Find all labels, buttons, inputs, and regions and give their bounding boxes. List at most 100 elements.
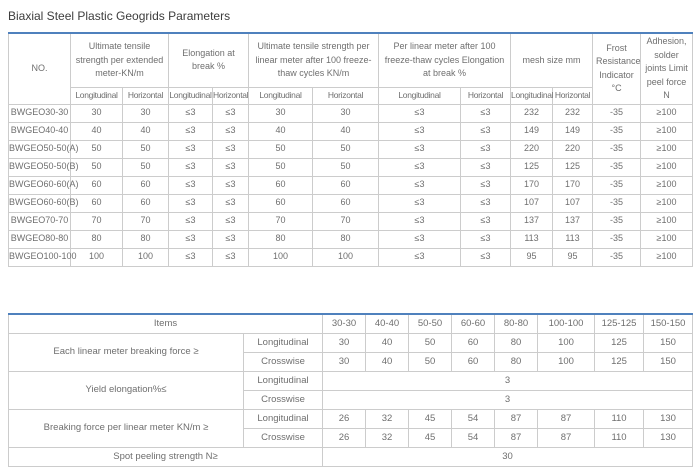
data-cell: ≥100 (640, 193, 694, 213)
data-cell: 30 (122, 103, 169, 123)
data-cell: ≤3 (459, 175, 512, 195)
direction-label: Longitudinal (242, 333, 324, 353)
data-cell: 26 (322, 409, 367, 429)
data-cell: 137 (510, 211, 554, 231)
data-cell: 137 (552, 211, 594, 231)
data-cell: 232 (552, 103, 594, 123)
geogrid-items-table: Items 30-30 40-40 50-50 60-60 80-80 100-100 125… (7, 312, 694, 467)
direction-label: Crosswise (242, 428, 324, 448)
data-cell: 40 (365, 333, 410, 353)
data-cell: 220 (552, 139, 594, 159)
data-cell: ≤3 (168, 247, 213, 267)
data-cell: 60 (248, 175, 313, 195)
ultimate-tensile-strength-header: Ultimate tensile strength per extended m… (70, 32, 169, 88)
data-cell: 110 (594, 428, 645, 448)
data-cell: 107 (510, 193, 554, 213)
data-cell: 110 (594, 409, 645, 429)
data-cell: 60 (451, 352, 496, 372)
data-cell: ≤3 (459, 157, 512, 177)
frost-resistance-header: Frost Resistance Indicator °C (592, 32, 642, 105)
data-cell: ≤3 (212, 247, 249, 267)
data-cell: 45 (408, 428, 453, 448)
data-cell: 107 (552, 193, 594, 213)
data-cell: ≤3 (212, 193, 249, 213)
data-cell: 125 (552, 157, 594, 177)
data-cell: 100 (70, 247, 123, 267)
mesh-size-header: mesh size mm (510, 32, 594, 88)
direction-subheader: Longitudinal (70, 86, 123, 105)
item-label: Yield elongation%≤ (8, 371, 244, 410)
data-cell: 170 (510, 175, 554, 195)
direction-subheader: Horizontal (312, 86, 379, 105)
data-cell: 50 (248, 157, 313, 177)
table-row: Crosswise 26 32 45 54 87 87 110 130 (9, 428, 694, 448)
data-cell: ≤3 (212, 157, 249, 177)
product-no: BWGEO60-60(A) (8, 175, 79, 195)
data-cell: ≤3 (378, 103, 461, 123)
data-cell: 54 (451, 428, 496, 448)
data-cell: 80 (494, 352, 539, 372)
data-cell: 125 (594, 333, 645, 353)
data-cell: ≤3 (378, 139, 461, 159)
data-cell: 170 (552, 175, 594, 195)
data-cell: ≤3 (168, 211, 213, 231)
data-cell: -35 (592, 193, 642, 213)
data-cell: 100 (122, 247, 169, 267)
data-cell: 54 (451, 409, 496, 429)
direction-label: Crosswise (242, 352, 324, 372)
data-cell: 40 (122, 121, 169, 141)
data-cell: ≤3 (168, 121, 213, 141)
data-cell: 70 (248, 211, 313, 231)
data-cell: 40 (248, 121, 313, 141)
table-row: Yield elongation%≤ Longitudinal 3 (8, 371, 694, 410)
data-cell: 50 (408, 352, 453, 372)
table-row: BWGEO60-60(A) 60 60 ≤3 ≤3 60 60 ≤3 ≤3 170 170 -35 ≥1… (8, 175, 694, 195)
data-cell: 87 (537, 409, 596, 429)
data-cell: ≤3 (168, 175, 213, 195)
model-column-header: 80-80 (494, 313, 539, 334)
data-cell: 50 (408, 333, 453, 353)
data-cell: ≥100 (640, 139, 694, 159)
data-cell: 50 (122, 157, 169, 177)
data-cell: ≥100 (640, 157, 694, 177)
data-cell: 80 (312, 229, 379, 249)
data-cell: 130 (643, 409, 694, 429)
data-cell: 150 (643, 333, 694, 353)
table-row: BWGEO60-60(B) 60 60 ≤3 ≤3 60 60 ≤3 ≤3 107 107 -35 ≥1… (8, 193, 694, 213)
model-column-header: 50-50 (408, 313, 453, 334)
data-cell: ≤3 (459, 229, 512, 249)
direction-subheader: Horizontal (459, 86, 512, 105)
data-cell: 100 (537, 352, 596, 372)
data-cell: ≥100 (640, 175, 694, 195)
data-cell: 150 (643, 352, 694, 372)
data-cell: ≤3 (459, 103, 512, 123)
data-cell: 50 (312, 139, 379, 159)
data-cell: 40 (70, 121, 123, 141)
data-cell: ≤3 (168, 229, 213, 249)
product-no: BWGEO50-50(A) (8, 139, 79, 159)
data-cell: 70 (312, 211, 379, 231)
data-cell: 125 (594, 352, 645, 372)
data-cell: 130 (643, 428, 694, 448)
direction-subheader: Horizontal (122, 86, 169, 105)
product-no: BWGEO40-40 (8, 121, 71, 141)
data-cell: 95 (510, 247, 554, 267)
data-cell: ≤3 (212, 229, 249, 249)
data-cell: ≤3 (378, 157, 461, 177)
data-cell: 100 (248, 247, 313, 267)
data-cell: -35 (592, 139, 642, 159)
merged-data-cell: 3 (322, 390, 694, 410)
data-cell: ≤3 (378, 229, 461, 249)
data-cell: 80 (494, 333, 539, 353)
model-column-header: 150-150 (643, 313, 694, 334)
data-cell: ≤3 (378, 121, 461, 141)
data-cell: 87 (494, 409, 539, 429)
data-cell: 40 (365, 352, 410, 372)
item-label: Each linear meter breaking force ≥ (8, 333, 244, 372)
data-cell: 30 (322, 352, 367, 372)
data-cell: -35 (592, 229, 642, 249)
table-row: BWGEO40-40 40 40 ≤3 ≤3 40 40 ≤3 ≤3 149 149 -35 ≥100 (8, 121, 694, 141)
data-cell: 50 (122, 139, 169, 159)
data-cell: 149 (552, 121, 594, 141)
